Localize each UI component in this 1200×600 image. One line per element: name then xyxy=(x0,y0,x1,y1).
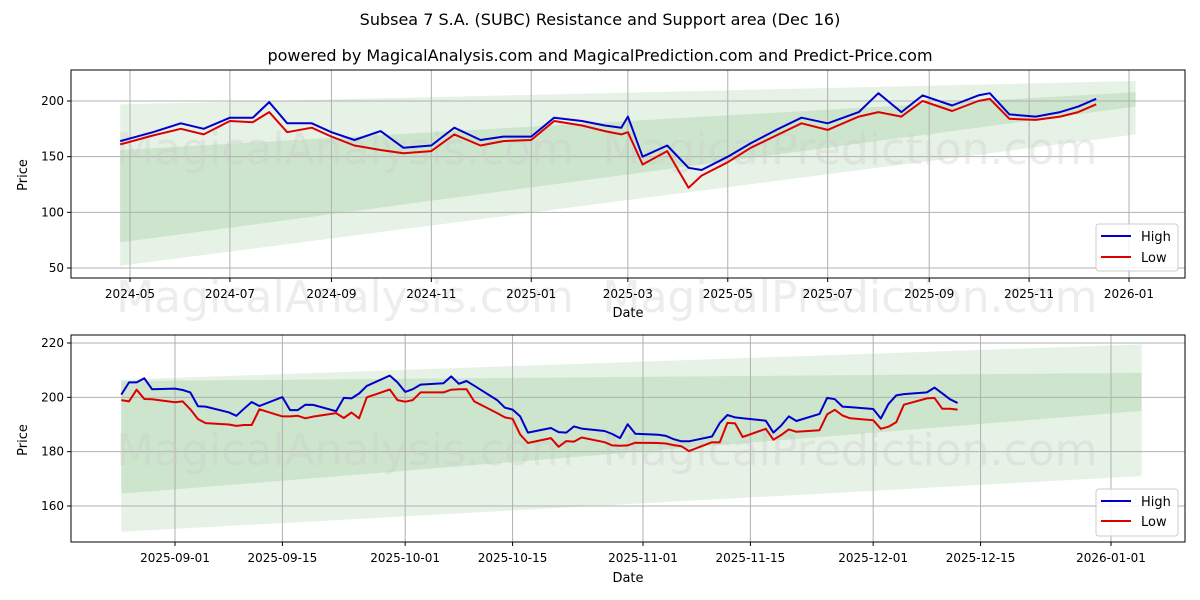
series-high-line xyxy=(120,374,959,443)
bottom-x-axis-label: Date xyxy=(612,571,643,586)
y-tick-label: 160 xyxy=(41,499,64,513)
watermark: MagicalAnalysis.com xyxy=(116,124,574,175)
series-high-line xyxy=(119,92,1097,171)
top-price-lines xyxy=(119,92,1097,189)
x-tick-label: 2024-09 xyxy=(306,287,356,301)
x-tick-label: 2025-10-15 xyxy=(478,551,548,565)
y-tick-label: 50 xyxy=(49,261,64,275)
y-tick-label: 200 xyxy=(41,94,64,108)
x-tick-label: 2025-12-01 xyxy=(838,551,908,565)
band-inner xyxy=(121,372,1142,494)
x-tick-label: 2026-01-01 xyxy=(1076,551,1146,565)
legend-low-label: Low xyxy=(1141,515,1167,530)
top-legend: High Low xyxy=(1095,223,1179,272)
x-tick-label: 2025-07 xyxy=(803,287,853,301)
bottom-support-resistance-bands xyxy=(121,344,1142,532)
chart-subtitle: powered by MagicalAnalysis.com and Magic… xyxy=(267,46,933,65)
x-tick-label: 2025-12-15 xyxy=(946,551,1016,565)
y-tick-label: 150 xyxy=(41,150,64,164)
bottom-grid xyxy=(71,335,1185,542)
legend-high-label: High xyxy=(1141,230,1171,245)
top-grid xyxy=(71,70,1185,278)
watermark: MagicalAnalysis.com xyxy=(116,425,574,476)
bottom-legend: High Low xyxy=(1095,488,1179,537)
x-tick-label: 2025-09 xyxy=(904,287,954,301)
x-tick-label: 2024-07 xyxy=(205,287,255,301)
x-tick-label: 2024-11 xyxy=(406,287,456,301)
x-tick-label: 2025-09-01 xyxy=(140,551,210,565)
y-tick-label: 220 xyxy=(41,336,64,350)
legend-high-label: High xyxy=(1141,495,1171,510)
chart-title: Subsea 7 S.A. (SUBC) Resistance and Supp… xyxy=(359,10,841,29)
top-x-axis-label: Date xyxy=(612,306,643,321)
y-tick-label: 180 xyxy=(41,445,64,459)
watermark: MagicalPrediction.com xyxy=(603,272,1098,323)
x-tick-label: 2025-01 xyxy=(506,287,556,301)
x-tick-label: 2026-01 xyxy=(1104,287,1154,301)
top-chart: MagicalAnalysis.com MagicalPrediction.co… xyxy=(16,69,1186,323)
legend-low-label: Low xyxy=(1141,251,1167,266)
bottom-axis-ticks: 160 180 200 220 2025-09-01 2025-09-15 2025-10-… xyxy=(41,336,1146,565)
x-tick-label: 2025-11 xyxy=(1004,287,1054,301)
watermark: MagicalPrediction.com xyxy=(603,425,1098,476)
top-axis-ticks: 50 100 150 200 2024-05 2024-07 2024-09 2024-11 2… xyxy=(41,94,1154,301)
x-tick-label: 2025-09-15 xyxy=(248,551,318,565)
bottom-y-axis-label: Price xyxy=(16,424,31,456)
x-tick-label: 2025-05 xyxy=(703,287,753,301)
bottom-chart: MagicalAnalysis.com MagicalPrediction.co… xyxy=(16,334,1186,586)
x-tick-label: 2025-11-15 xyxy=(716,551,786,565)
series-low-line xyxy=(119,97,1097,189)
y-tick-label: 100 xyxy=(41,205,64,219)
x-tick-label: 2024-05 xyxy=(105,287,155,301)
top-y-axis-label: Price xyxy=(16,159,31,191)
x-tick-label: 2025-11-01 xyxy=(608,551,678,565)
y-tick-label: 200 xyxy=(41,390,64,404)
x-tick-label: 2025-03 xyxy=(603,287,653,301)
watermark: MagicalAnalysis.com xyxy=(116,272,574,323)
bottom-price-lines xyxy=(120,374,959,453)
series-low-line xyxy=(121,388,958,453)
watermark: MagicalPrediction.com xyxy=(603,124,1098,175)
x-tick-label: 2025-10-01 xyxy=(370,551,440,565)
